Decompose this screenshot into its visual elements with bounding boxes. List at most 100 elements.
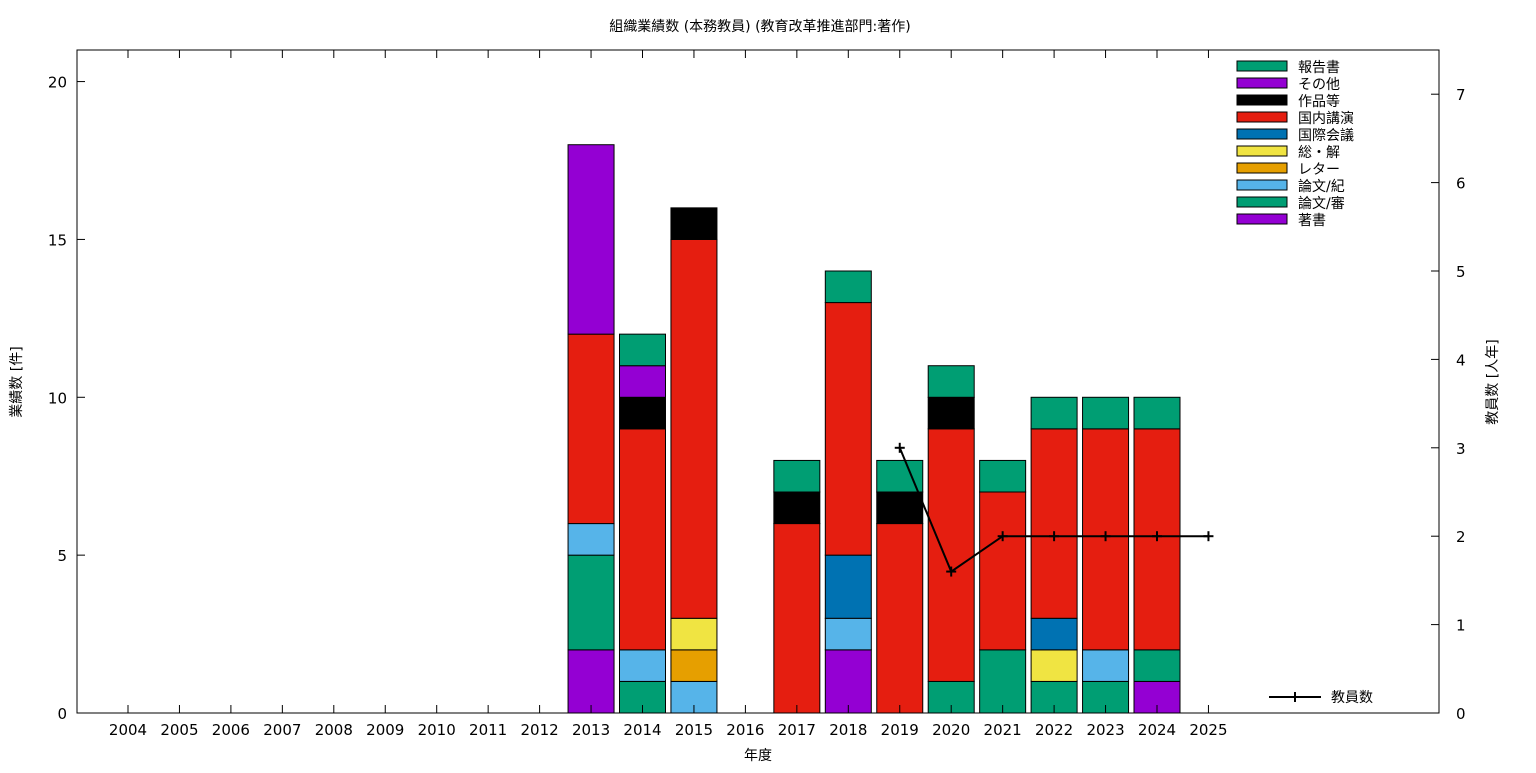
y2-axis-label: 教員数 [人年] — [1485, 339, 1501, 424]
bar-segment — [567, 523, 615, 556]
legend-swatch — [1236, 128, 1288, 140]
x-tick-label: 2021 — [984, 721, 1022, 739]
axes-layer: 0 5 10 15 20 0 1 2 3 4 5 6 7 2004 2005 2006 2007 2008 2009… — [48, 50, 1466, 739]
bar-segment — [1082, 396, 1130, 430]
line-legend-label: 教員数 — [1331, 690, 1373, 706]
legend-label: 著書 — [1298, 213, 1326, 229]
legend-swatch — [1236, 77, 1288, 89]
legend-label: 論文/審 — [1298, 196, 1345, 212]
x-tick-label: 2015 — [675, 721, 713, 739]
bar-segment — [979, 649, 1027, 714]
bar-segment — [927, 396, 975, 430]
bar-segment — [619, 365, 666, 398]
x-tick-label: 2004 — [109, 721, 147, 739]
bar-segment — [1133, 649, 1181, 682]
x-tick-label: 2018 — [829, 721, 867, 739]
y-tick-label: 0 — [57, 705, 67, 723]
x-tick-label: 2011 — [469, 721, 507, 739]
x-tick-label: 2020 — [932, 721, 970, 739]
line-point — [1203, 531, 1214, 542]
legend-swatch — [1236, 60, 1288, 72]
x-tick-label: 2012 — [521, 721, 559, 739]
line-point — [946, 566, 957, 577]
bar-segment — [670, 238, 718, 619]
legend-label: 国際会議 — [1298, 127, 1354, 144]
legend-swatch — [1236, 213, 1288, 225]
line-layer — [894, 442, 1214, 577]
plot-frame — [76, 49, 1440, 714]
line-point — [1049, 531, 1060, 542]
bar-segment — [619, 649, 666, 682]
legend-label: 報告書 — [1298, 60, 1340, 76]
bar-segment — [824, 554, 872, 619]
line-legend: 教員数 — [1269, 690, 1373, 706]
x-tick-label: 2023 — [1086, 721, 1124, 739]
legend-swatch — [1236, 162, 1288, 174]
x-tick-label: 2013 — [572, 721, 610, 739]
x-tick-label: 2009 — [366, 721, 404, 739]
legend-label: 国内講演 — [1298, 111, 1354, 127]
chart-title: 組織業績数 (本務教員) (教育改革推進部門:著作) — [609, 19, 910, 35]
legend-label: その他 — [1298, 77, 1340, 93]
bar-segment — [670, 617, 718, 651]
bar-segment — [876, 491, 924, 525]
bar-segment — [567, 554, 615, 651]
x-tick-label: 2017 — [778, 721, 816, 739]
bar-segment — [979, 459, 1027, 493]
y2-tick-label: 0 — [1456, 705, 1466, 723]
bar-segment — [567, 333, 615, 525]
bar-segment — [927, 428, 975, 682]
y2-tick-label: 6 — [1456, 175, 1466, 193]
bar-segment — [773, 523, 821, 714]
bar-segment — [927, 365, 975, 398]
line-point — [894, 442, 905, 453]
x-tick-label: 2010 — [418, 721, 456, 739]
x-tick-label: 2005 — [160, 721, 198, 739]
legend-label: レター — [1298, 162, 1340, 178]
line-point — [997, 531, 1008, 542]
bar-segment — [670, 649, 718, 682]
y2-tick-label: 2 — [1456, 528, 1466, 546]
bar-segment — [824, 270, 872, 304]
y2-tick-label: 3 — [1456, 440, 1466, 458]
bar-segment — [824, 617, 872, 651]
bar-segment — [567, 649, 615, 714]
x-tick-label: 2006 — [212, 721, 250, 739]
bar-segment — [567, 144, 615, 335]
x-tick-label: 2008 — [315, 721, 353, 739]
bar-segment — [1030, 396, 1078, 430]
y2-tick-label: 1 — [1456, 617, 1466, 635]
line-point — [1152, 531, 1162, 542]
x-tick-label: 2022 — [1035, 721, 1073, 739]
legend-swatch — [1236, 196, 1288, 208]
bar-segment — [979, 491, 1027, 651]
bar-segment — [824, 649, 872, 714]
legend-label: 作品等 — [1298, 93, 1340, 110]
y2-tick-label: 7 — [1456, 86, 1466, 104]
legend-label: 総・解 — [1298, 145, 1340, 161]
legend-label: 論文/紀 — [1298, 179, 1345, 195]
bar-segment — [1030, 428, 1078, 619]
y-tick-label: 5 — [57, 547, 67, 565]
line-point — [1100, 531, 1111, 542]
bar-segment — [1082, 649, 1130, 682]
bar-segment — [1133, 396, 1181, 430]
x-tick-label: 2024 — [1138, 721, 1176, 739]
bar-segment — [619, 428, 666, 651]
legend-swatch — [1236, 179, 1288, 191]
legend-swatch — [1236, 111, 1288, 123]
legend-swatch — [1236, 94, 1288, 106]
bar-segment — [824, 302, 872, 556]
bar-segment — [670, 207, 718, 240]
y-tick-label: 10 — [48, 389, 67, 407]
legend-swatch — [1236, 145, 1288, 157]
y-tick-label: 15 — [48, 231, 67, 249]
y2-tick-label: 4 — [1456, 351, 1466, 369]
bar-segment — [773, 459, 821, 493]
x-tick-label: 2019 — [881, 721, 919, 739]
x-tick-label: 2014 — [623, 721, 661, 739]
y-tick-label: 20 — [48, 74, 67, 92]
